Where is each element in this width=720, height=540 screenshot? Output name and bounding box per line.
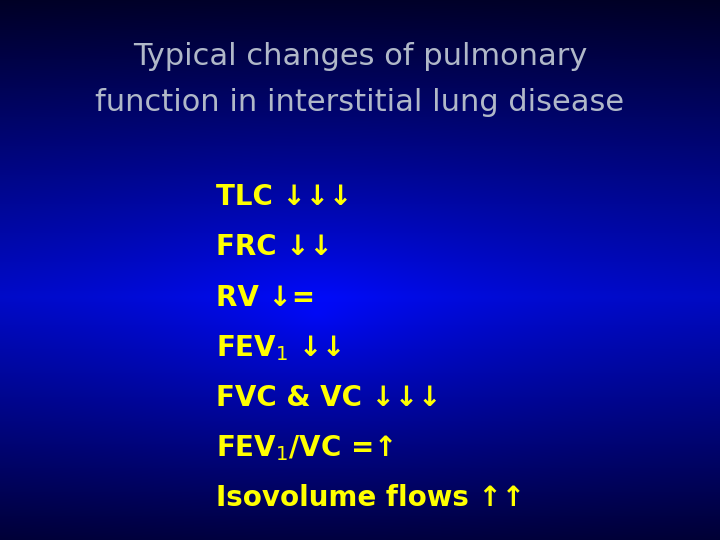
Text: $\mathregular{FEV}_{1}$/VC =↑: $\mathregular{FEV}_{1}$/VC =↑ [216, 433, 394, 463]
Text: FVC & VC ↓↓↓: FVC & VC ↓↓↓ [216, 384, 441, 412]
Text: FRC ↓↓: FRC ↓↓ [216, 233, 333, 261]
Text: Isovolume flows ↑↑: Isovolume flows ↑↑ [216, 484, 525, 512]
Text: TLC ↓↓↓: TLC ↓↓↓ [216, 183, 352, 211]
Text: $\mathregular{FEV}_{1}$ ↓↓: $\mathregular{FEV}_{1}$ ↓↓ [216, 333, 342, 363]
Text: function in interstitial lung disease: function in interstitial lung disease [96, 88, 624, 117]
Text: RV ↓=: RV ↓= [216, 284, 315, 312]
Text: Typical changes of pulmonary: Typical changes of pulmonary [132, 42, 588, 71]
